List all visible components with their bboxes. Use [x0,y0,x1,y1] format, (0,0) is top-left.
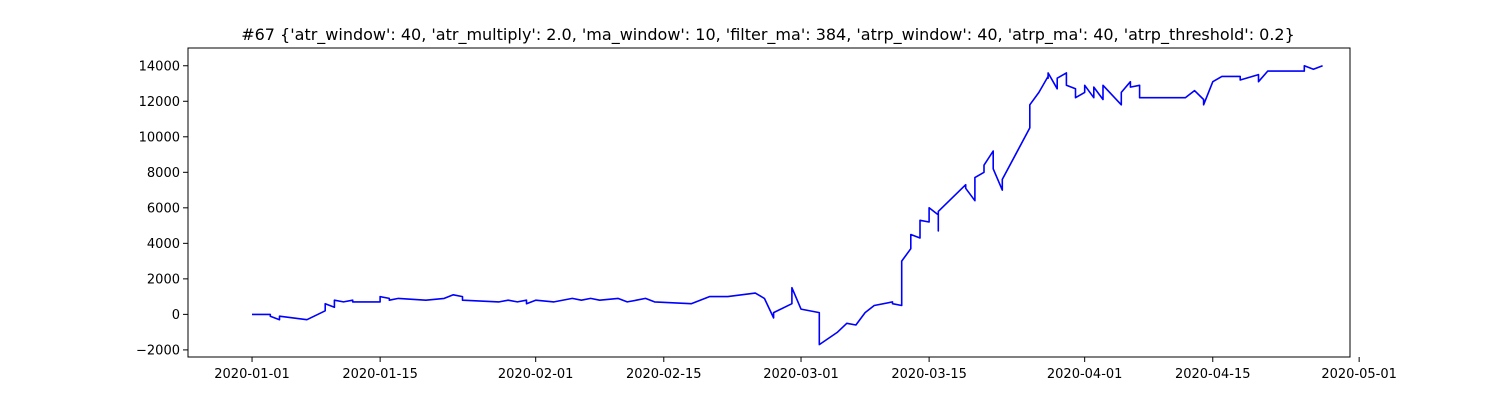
x-tick-label: 2020-01-15 [342,367,418,382]
y-tick-label: 14000 [139,59,180,74]
y-tick-label: 2000 [147,272,180,287]
x-tick-label: 2020-01-01 [214,367,290,382]
y-axis: −2000 0 2000 4000 6000 8000 10000 12000 14000 [136,59,188,358]
x-tick-label: 2020-02-01 [498,367,574,382]
x-tick-label: 2020-04-15 [1175,367,1251,382]
y-tick-label: 6000 [147,201,180,216]
y-tick-label: −2000 [136,343,180,358]
y-tick-label: 10000 [139,130,180,145]
y-tick-label: 0 [172,308,180,323]
x-tick-label: 2020-03-01 [763,367,839,382]
chart-title: #67 {'atr_window': 40, 'atr_multiply': 2… [241,25,1295,45]
x-tick-label: 2020-03-15 [891,367,967,382]
plot-area: 2020-01-01 2020-01-15 2020-02-01 2020-02-15… [136,47,1397,382]
x-tick-label: 2020-05-01 [1321,367,1397,382]
x-axis: 2020-01-01 2020-01-15 2020-02-01 2020-02-15… [214,357,1397,382]
axes-frame [187,47,1351,358]
y-tick-label: 12000 [139,95,180,110]
y-tick-label: 4000 [147,237,180,252]
y-tick-label: 8000 [147,166,180,181]
series-layer [252,65,1323,346]
series-line [252,65,1323,346]
x-tick-label: 2020-04-01 [1047,367,1123,382]
x-tick-label: 2020-02-15 [626,367,702,382]
